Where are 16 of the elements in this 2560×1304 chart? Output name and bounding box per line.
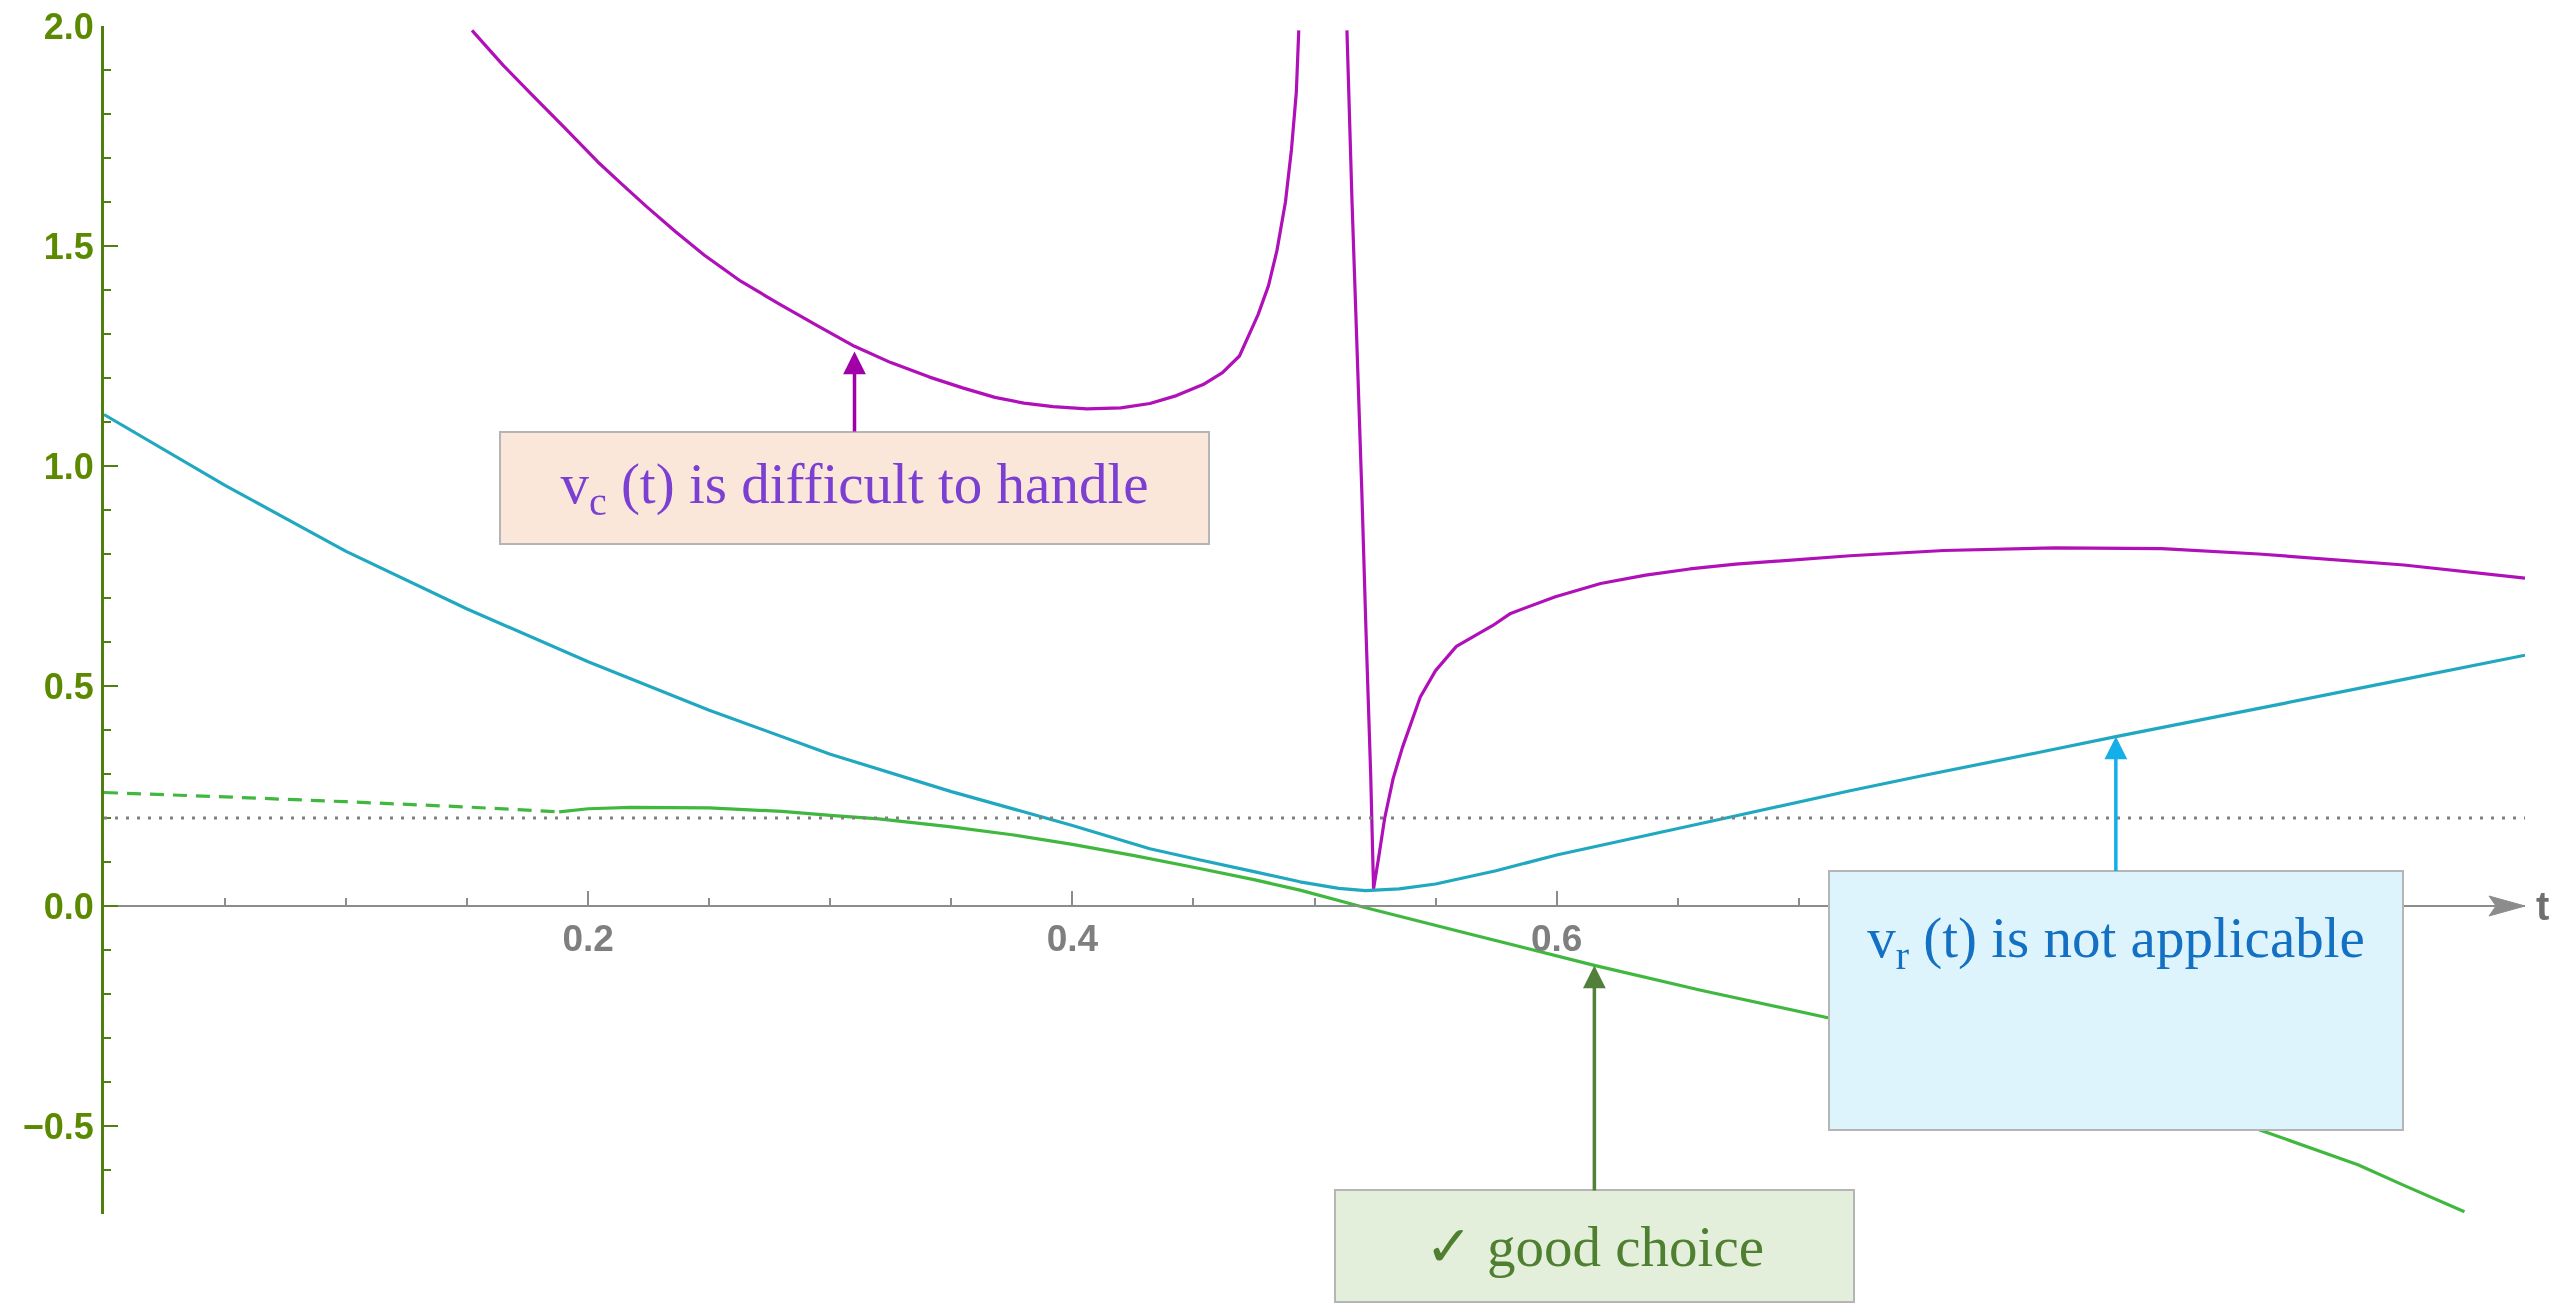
x-tick-label: 0.6 [1530, 918, 1583, 960]
line-series [104, 412, 2525, 893]
x-axis-title: t [2536, 884, 2550, 928]
y-tick-label: 0.0 [43, 885, 94, 927]
y-tick-label: 1.0 [43, 445, 94, 487]
x-tick-label: 0.2 [562, 918, 614, 960]
annotation: v$_{r}$ (t) is not applicable [1867, 906, 2365, 978]
y-tick-label: 1.5 [43, 225, 94, 267]
y-tick-label: 2.0 [43, 5, 94, 47]
y-tick-label: 0.5 [43, 665, 94, 707]
annotation: ✓ good choice [1425, 1214, 1764, 1278]
line-series [1345, 28, 2525, 891]
annotation: v$_{c}$ (t) is difficult to handle [560, 452, 1149, 524]
x-tick-label: 0.4 [1046, 918, 1099, 960]
y-tick-label: −0.5 [22, 1105, 94, 1147]
line-series [470, 28, 1301, 411]
